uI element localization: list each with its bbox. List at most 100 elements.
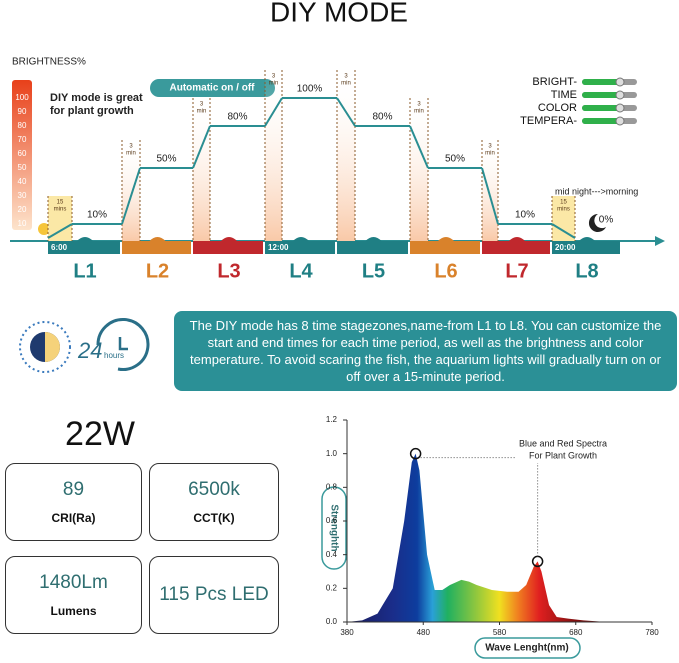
slider-fill — [582, 105, 620, 111]
legend-label: COLOR — [538, 102, 577, 114]
note: for plant growth — [50, 105, 134, 117]
night-label: mid night--->morning — [555, 186, 638, 196]
y-tick-label: 0.0 — [326, 617, 338, 626]
stage-bar — [552, 241, 620, 254]
x-tick-label: 780 — [645, 628, 659, 637]
arrow-head — [655, 236, 665, 246]
spec-box: 6500k CCT(K) — [149, 463, 279, 541]
ramp-shade — [482, 140, 498, 241]
clock-hands — [118, 337, 128, 351]
y-axis-label: Strenghth — [328, 504, 339, 551]
level-label: 80% — [372, 112, 392, 123]
stage-wave — [293, 237, 309, 241]
x-axis-label: Wave Lenght(nm) — [485, 643, 569, 654]
spec-box: 115 Pcs LED — [149, 556, 279, 634]
spec-value: 89 — [62, 479, 85, 500]
slider-knob — [615, 77, 625, 87]
slider-knob — [615, 116, 625, 126]
ramp-shade — [48, 196, 72, 241]
ramp-shade — [337, 70, 355, 241]
ramp-line — [481, 167, 499, 225]
slider-fill — [582, 92, 620, 98]
ramp-label: min — [126, 151, 136, 157]
auto-label: Automatic on / off — [170, 83, 256, 94]
stage-label: L6 — [434, 260, 457, 282]
stage-bar — [337, 241, 408, 254]
peak-marker — [409, 447, 422, 460]
stage-wave — [365, 237, 382, 241]
time-label: 12:00 — [268, 243, 289, 252]
xlabel-pill — [474, 637, 581, 659]
ramp-label: min — [341, 81, 351, 87]
ramp-shade — [193, 98, 210, 241]
ramp-label: 3 — [272, 74, 276, 80]
stage-bar — [265, 241, 335, 254]
ramp-label: min — [485, 151, 495, 157]
slider-fill — [582, 79, 620, 85]
stage-wave — [438, 237, 454, 241]
ramp-label: mins — [54, 207, 67, 213]
ramp-line — [551, 223, 576, 239]
stage-wave — [509, 237, 525, 241]
spec-label: CRI(Ra) — [51, 511, 96, 525]
ramp-label: 15 — [560, 200, 567, 206]
y-tick-label: 0.4 — [326, 550, 338, 559]
ramp-line — [336, 97, 356, 127]
axis-tick-label: 50 — [18, 163, 27, 172]
cycle-icon — [19, 321, 71, 373]
ramp-line — [409, 125, 429, 169]
note: DIY mode is great — [50, 92, 143, 104]
stage-bar — [193, 241, 263, 254]
power: 22W — [65, 415, 135, 453]
y-tick-label: 0.8 — [326, 482, 338, 491]
ramp-label: min — [414, 109, 424, 115]
y-tick-label: 0.6 — [326, 516, 338, 525]
level-label: 50% — [156, 154, 176, 165]
spec-value: 1480Lm — [39, 572, 108, 593]
x-tick-label: 680 — [569, 628, 583, 637]
annotation: Blue and Red Spectra — [519, 438, 607, 448]
ramp-line — [264, 97, 283, 127]
stage-bar — [48, 241, 120, 254]
slider-fill — [582, 118, 620, 124]
sun-icon — [38, 223, 50, 235]
x-tick-label: 480 — [417, 628, 431, 637]
stage-label: L8 — [575, 260, 598, 282]
ramp-label: 3 — [200, 102, 204, 108]
spec-value: 115 Pcs LED — [159, 584, 269, 605]
level-label: 10% — [87, 210, 107, 221]
stage-label: L7 — [505, 260, 528, 282]
axis-tick-label: 60 — [18, 149, 27, 158]
x-tick-label: 380 — [340, 628, 354, 637]
spec-box: 89 CRI(Ra) — [5, 463, 142, 541]
clock-unit: hours — [104, 351, 124, 360]
ramp-line — [121, 167, 141, 225]
axis-tick-label: 100 — [15, 93, 29, 102]
slider-knob — [615, 90, 625, 100]
description-box: The DIY mode has 8 time stagezones,name-… — [174, 311, 677, 391]
time-label: 20:00 — [555, 243, 576, 252]
axis-tick-label: 30 — [18, 191, 27, 200]
ramp-shade — [122, 140, 140, 241]
stage-wave — [221, 237, 237, 241]
stage-label: L3 — [217, 260, 240, 282]
axis-tick-label: 20 — [18, 205, 27, 214]
ramp-label: min — [269, 81, 279, 87]
ramp-label: 3 — [417, 102, 421, 108]
ramp-label: 3 — [488, 144, 492, 150]
auto-pill — [150, 79, 275, 97]
spectrum-area — [347, 453, 652, 622]
brightness-bar — [12, 80, 32, 230]
stage-label: L4 — [289, 260, 313, 282]
axis-tick-label: 10 — [18, 219, 27, 228]
y-tick-label: 0.2 — [326, 583, 338, 592]
y-tick-label: 1.2 — [326, 415, 338, 424]
ramp-shade — [552, 196, 575, 241]
stage-bar — [122, 241, 191, 254]
legend-label: BRIGHT- — [532, 76, 577, 88]
level-label: 50% — [445, 154, 465, 165]
stage-bar — [410, 241, 480, 254]
time-label: 6:00 — [51, 243, 68, 252]
